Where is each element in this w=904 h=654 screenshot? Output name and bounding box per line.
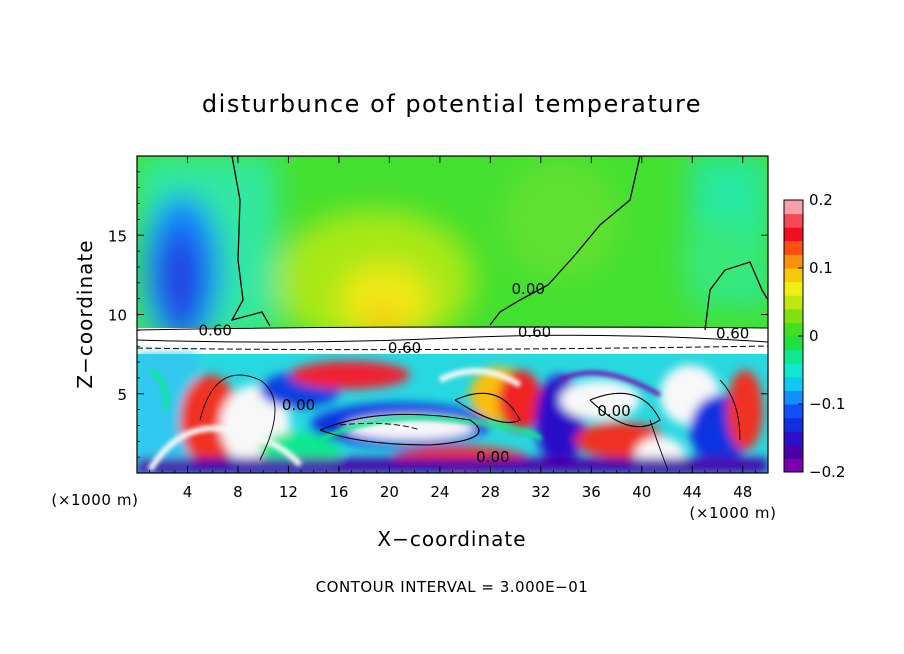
colorbar-swatch — [784, 444, 803, 459]
y-tick-label: 15 — [108, 227, 127, 245]
x-tick-label: 16 — [329, 483, 348, 501]
colorbar-swatch — [784, 390, 803, 405]
colorbar-swatch — [784, 295, 803, 310]
y-tick-label: 5 — [117, 386, 127, 404]
colorbar-swatch — [784, 308, 803, 323]
colorbar-swatch — [784, 254, 803, 269]
contour-label: 0.60 — [716, 325, 749, 343]
colorbar-tick-label: 0.1 — [809, 259, 833, 277]
colorbar-swatch — [784, 376, 803, 391]
x-tick-label: 36 — [582, 483, 601, 501]
colorbar-swatch — [784, 404, 803, 419]
x-tick-label: 8 — [233, 483, 243, 501]
colorbar-swatch — [784, 240, 803, 255]
heatmap-field — [137, 156, 768, 473]
colorbar-swatch — [784, 213, 803, 228]
colorbar-tick-label: −0.2 — [809, 463, 845, 481]
chart-title: disturbunce of potential temperature — [202, 90, 702, 118]
colorbar-swatch — [784, 200, 803, 215]
x-tick-label: 48 — [733, 483, 752, 501]
contour-label: 0.00 — [282, 396, 315, 414]
x-tick-label: 4 — [183, 483, 193, 501]
colorbar-swatch — [784, 349, 803, 364]
contour-label: 0.00 — [512, 280, 545, 298]
contour-lines — [137, 156, 768, 471]
x-tick-label: 20 — [380, 483, 399, 501]
colorbar-swatch — [784, 227, 803, 242]
colorbar-tick-label: 0.2 — [809, 191, 833, 209]
contour-label: 0.60 — [388, 339, 421, 357]
colorbar-swatch — [784, 417, 803, 432]
y-axis-title: Z−coordinate — [73, 239, 97, 388]
colorbar-swatch — [784, 458, 803, 473]
y-tick-label: 10 — [108, 307, 127, 325]
colorbar-swatch — [784, 281, 803, 296]
colorbar-tick-label: 0 — [809, 327, 819, 345]
x-tick-label: 32 — [531, 483, 550, 501]
x-tick-label: 28 — [481, 483, 500, 501]
contour-label: 0.00 — [597, 402, 630, 420]
contour-label: 0.60 — [199, 321, 232, 339]
contour-interval-note: CONTOUR INTERVAL = 3.000E−01 — [316, 578, 589, 596]
contour-label: 0.60 — [518, 323, 551, 341]
colorbar-swatch — [784, 268, 803, 283]
x-tick-label: 40 — [632, 483, 651, 501]
colorbar-swatch — [784, 322, 803, 337]
colorbar-swatch — [784, 363, 803, 378]
colorbar-swatch — [784, 336, 803, 351]
y-axis: 5 10 15 — [108, 171, 768, 458]
contour-label: 0.00 — [476, 448, 509, 466]
x-tick-label: 12 — [279, 483, 298, 501]
contour-labels: 0.00 0.60 0.60 0.60 0.60 0.00 0.00 0.00 — [199, 280, 750, 466]
x-axis-title: X−coordinate — [377, 527, 526, 551]
x-unit-label: (×1000 m) — [689, 504, 776, 522]
x-axis: 4 8 12 16 20 24 28 32 36 40 44 48 — [149, 156, 756, 501]
x-tick-label: 24 — [430, 483, 449, 501]
colorbar-swatch — [784, 431, 803, 446]
y-unit-label: (×1000 m) — [51, 491, 138, 509]
colorbar-tick-label: −0.1 — [809, 395, 845, 413]
colorbar: −0.2 −0.1 0 0.1 0.2 — [783, 191, 845, 481]
x-tick-label: 44 — [683, 483, 702, 501]
